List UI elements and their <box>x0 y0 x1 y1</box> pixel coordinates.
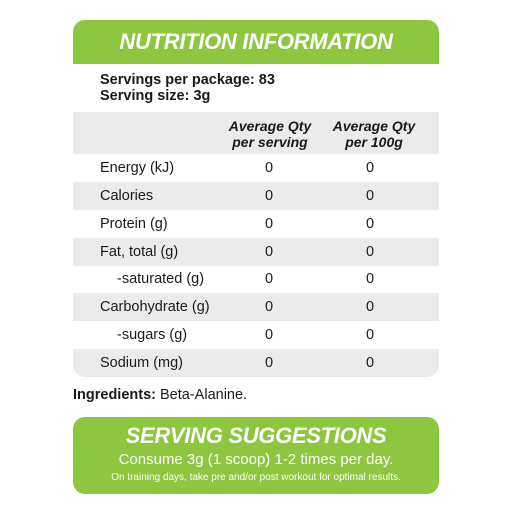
per-100g-value: 0 <box>365 355 375 372</box>
serving-size: Serving size: 3g <box>100 88 211 104</box>
row-label: Energy (kJ) <box>100 159 175 176</box>
row-label: -sugars (g) <box>117 327 188 344</box>
nutrition-row-energy: Energy (kJ) 0 0 <box>73 154 439 182</box>
per-serving-value: 0 <box>264 299 274 316</box>
per-100g-value: 0 <box>365 327 375 344</box>
nutrition-row-sodium: Sodium (mg) 0 0 <box>73 349 439 377</box>
nutrition-row-saturated: -saturated (g) 0 0 <box>73 265 439 294</box>
column-header-per-100g: Average Qty per 100g <box>324 118 424 150</box>
column-header-line: per serving <box>232 134 308 150</box>
ingredients-label: Ingredients: <box>73 387 156 403</box>
per-100g-value: 0 <box>365 243 375 260</box>
row-label: Fat, total (g) <box>100 243 179 260</box>
per-100g-value: 0 <box>365 271 375 288</box>
nutrition-panel: NUTRITION INFORMATION Servings per packa… <box>73 20 439 377</box>
servings-info: Servings per package: 83 Serving size: 3… <box>73 64 439 112</box>
row-label: Protein (g) <box>100 215 168 232</box>
nutrition-row-calories: Calories 0 0 <box>73 181 439 210</box>
per-serving-value: 0 <box>264 243 274 260</box>
column-headers: Average Qty per serving Average Qty per … <box>73 112 439 154</box>
column-header-line: per 100g <box>345 134 403 150</box>
nutrition-row-carbohydrate: Carbohydrate (g) 0 0 <box>73 293 439 322</box>
row-label: Carbohydrate (g) <box>100 299 210 316</box>
per-100g-value: 0 <box>365 187 375 204</box>
nutrition-row-fat-total: Fat, total (g) 0 0 <box>73 237 439 266</box>
ingredients-value: Beta-Alanine. <box>155 387 248 403</box>
ingredients: Ingredients: Beta-Alanine. <box>73 387 247 403</box>
serving-suggestion-dosage: Consume 3g (1 scoop) 1-2 times per day. <box>118 451 394 468</box>
per-serving-value: 0 <box>264 215 274 232</box>
per-serving-value: 0 <box>264 271 274 288</box>
nutrition-row-sugars: -sugars (g) 0 0 <box>73 321 439 350</box>
nutrition-row-protein: Protein (g) 0 0 <box>73 209 439 238</box>
per-serving-value: 0 <box>264 355 274 372</box>
nutrition-title: NUTRITION INFORMATION <box>73 20 439 64</box>
per-100g-value: 0 <box>365 299 375 316</box>
serving-suggestion-timing: On training days, take pre and/or post w… <box>111 472 401 483</box>
row-label: -saturated (g) <box>117 271 205 288</box>
row-label: Calories <box>100 187 154 204</box>
column-header-line: Average Qty <box>332 118 416 134</box>
serving-suggestions-title: SERVING SUGGESTIONS <box>125 423 387 448</box>
column-header-line: Average Qty <box>228 118 312 134</box>
per-serving-value: 0 <box>264 159 274 176</box>
serving-suggestions-panel: SERVING SUGGESTIONS Consume 3g (1 scoop)… <box>73 417 439 494</box>
per-100g-value: 0 <box>365 215 375 232</box>
per-serving-value: 0 <box>264 327 274 344</box>
servings-per-package: Servings per package: 83 <box>100 72 275 88</box>
column-header-per-serving: Average Qty per serving <box>220 118 320 150</box>
per-100g-value: 0 <box>365 159 375 176</box>
row-label: Sodium (mg) <box>100 355 183 372</box>
per-serving-value: 0 <box>264 187 274 204</box>
